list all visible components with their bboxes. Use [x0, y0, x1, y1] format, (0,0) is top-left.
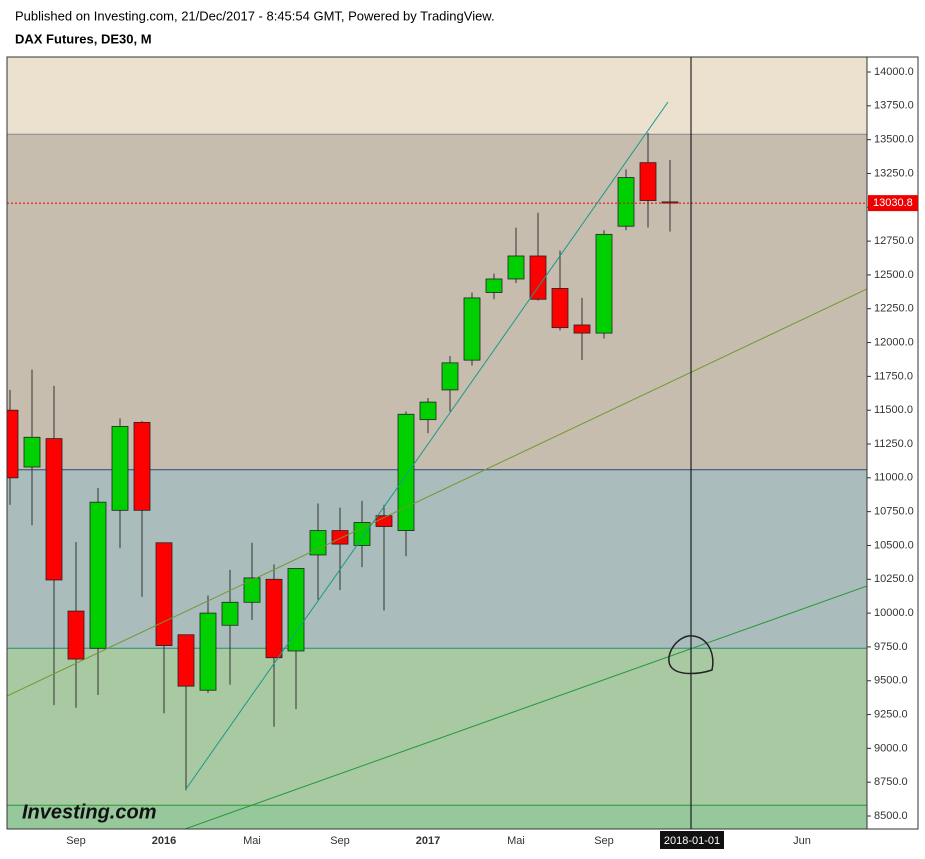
candle-body	[551, 288, 569, 329]
y-tick-label: 13750.0	[874, 100, 914, 112]
candle-body	[661, 201, 679, 204]
candle-body	[45, 438, 63, 581]
candle-body	[639, 162, 657, 201]
y-tick-label: 14000.0	[874, 66, 914, 78]
y-tick-label: 10000.0	[874, 607, 914, 619]
y-tick-label: 9500.0	[874, 675, 908, 687]
y-tick-label: 11250.0	[874, 438, 913, 450]
candle-body	[617, 177, 635, 227]
y-tick-label: 11000.0	[874, 472, 913, 484]
chart-title: DAX Futures, DE30, M	[15, 31, 152, 46]
candle-body	[199, 612, 217, 691]
x-tick-label: 2018-01-01	[664, 835, 720, 847]
candle-body	[441, 362, 459, 391]
bands	[7, 57, 867, 829]
y-tick-label: 10250.0	[874, 573, 914, 585]
candle-body	[111, 426, 129, 511]
trend-line	[185, 101, 669, 790]
y-tick-label: 9000.0	[874, 742, 908, 754]
drawings	[7, 57, 867, 829]
y-tick-label: 8500.0	[874, 810, 908, 822]
y-tick-label: 13500.0	[874, 134, 914, 146]
watermark: Investing.com	[22, 801, 156, 823]
candle-body	[89, 501, 107, 649]
candle-body	[23, 436, 41, 468]
plot	[7, 132, 867, 791]
hand-drawn-circle	[668, 635, 714, 675]
candle-body	[595, 233, 613, 334]
published-note: Published on Investing.com, 21/Dec/2017 …	[15, 8, 495, 23]
candle-body	[221, 601, 239, 626]
y-tick-label: 9250.0	[874, 708, 908, 720]
candle-body	[309, 530, 327, 556]
axis-frame	[866, 56, 919, 830]
x-tick-label: Sep	[66, 835, 86, 847]
y-tick-label: 12250.0	[874, 303, 914, 315]
x-cursor-box	[660, 831, 724, 849]
candle-body	[287, 568, 305, 652]
candle-body	[463, 297, 481, 361]
x-tick-label: 2016	[152, 835, 176, 847]
candle-body	[529, 255, 547, 300]
zone	[7, 805, 867, 829]
y-tick-label: 11500.0	[874, 404, 913, 416]
y-tick-label: 8750.0	[874, 776, 908, 788]
candle-body	[353, 522, 371, 546]
candle-body	[573, 324, 591, 334]
zone	[7, 134, 867, 470]
candle-body	[397, 413, 415, 531]
zone	[7, 57, 867, 135]
y-tick-label: 12750.0	[874, 235, 914, 247]
y-tick-label: 10500.0	[874, 539, 914, 551]
candle-body	[419, 401, 437, 421]
trend-line	[7, 288, 867, 697]
candle-body	[155, 542, 173, 646]
y-tick-label: 13250.0	[874, 167, 914, 179]
y-tick-label: 12500.0	[874, 269, 914, 281]
last-price-label: 13030.8	[873, 197, 913, 209]
candle-body	[243, 577, 261, 603]
x-tick-label: Sep	[594, 835, 614, 847]
x-tick-label: Sep	[330, 835, 350, 847]
trend-line	[184, 585, 867, 829]
x-tick-label: Mai	[243, 835, 261, 847]
candle-body	[133, 421, 151, 511]
x-tick-label: Mai	[507, 835, 525, 847]
candle-body	[7, 409, 19, 479]
candle-body	[331, 530, 349, 545]
y-tick-label: 9750.0	[874, 641, 908, 653]
y-tick-label: 12000.0	[874, 336, 914, 348]
x-tick-label: 2017	[416, 835, 440, 847]
zone	[7, 648, 867, 806]
candle-body	[485, 278, 503, 293]
y-tick-label: 11750.0	[874, 370, 913, 382]
last-price-box	[868, 195, 918, 212]
candle-body	[265, 578, 283, 659]
x-tick-label: Jun	[793, 835, 811, 847]
candle-body	[507, 255, 525, 280]
candle-body	[67, 610, 85, 660]
candle-body	[177, 634, 195, 687]
y-tick-label: 10750.0	[874, 506, 914, 518]
